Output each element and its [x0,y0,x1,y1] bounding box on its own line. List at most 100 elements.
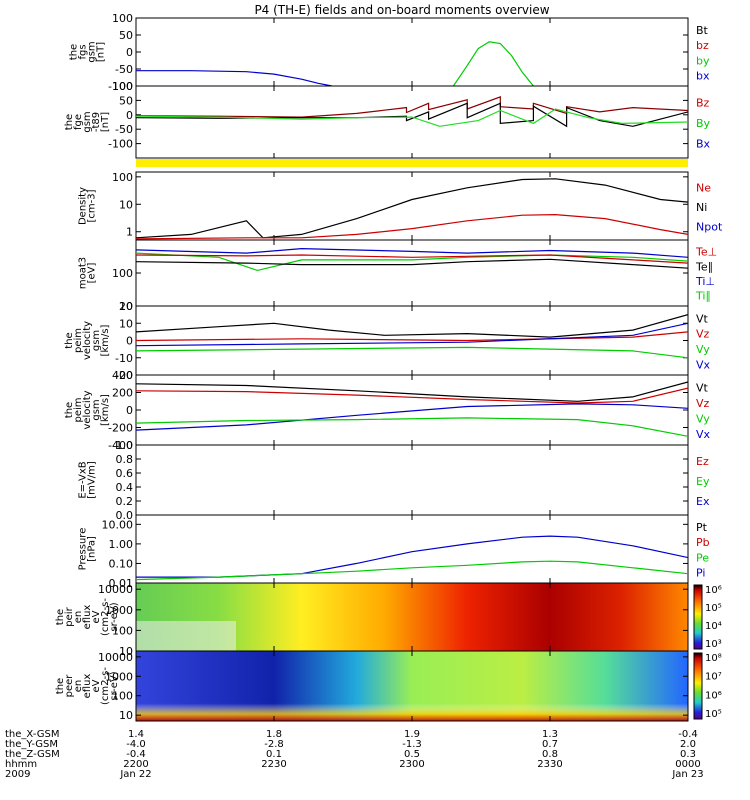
y-axis-label-line: [mV/m] [87,461,98,499]
y-tick-label: 1.00 [109,538,134,551]
series-Vz [136,331,688,342]
colorbar-label: 10⁴ [705,621,722,632]
y-tick-label: 100 [112,80,133,93]
y-tick-label: -20 [115,369,133,382]
panel-frame [135,239,689,307]
y-axis-label: Density[cm-3] [78,187,98,225]
colorbar-label: 10⁶ [705,585,722,596]
y-tick-label: 0.01 [109,577,134,590]
series-Ni [136,178,688,239]
legend-Ti⊥: Ti⊥ [695,275,715,288]
y-tick-label: 0.6 [116,467,134,480]
legend-Vz: Vz [696,328,710,341]
ephemeris-value: 2300 [399,759,424,770]
panel-frame [135,17,689,87]
colorbar-label: 10⁷ [705,672,722,683]
spectrogram-ion-gap [136,621,236,651]
legend-Ti∥: Ti∥ [695,290,711,303]
y-axis-label-line: moat3 [78,257,89,289]
y-axis-label-line: eV [91,610,102,623]
y-tick-label: 0 [126,109,133,122]
series-Vy [136,417,688,437]
ephemeris-value: -4.0 [126,739,146,750]
y-axis-label-line: (cm2-s- [100,667,111,705]
y-tick-label: 50 [119,94,133,107]
legend-Pt: Pt [696,521,708,534]
y-axis-label-line: en [73,611,84,624]
y-axis-label-line: -t89 [91,112,102,132]
y-tick-label: 100 [112,267,133,280]
legend-Bz: Bz [696,96,710,109]
legend-Vx: Vx [696,428,711,441]
ephemeris-value: 2230 [261,759,286,770]
y-axis-label: moat3[eV] [78,257,98,289]
y-axis-label-line: the [64,332,75,348]
y-tick-label: 0 [126,335,133,348]
y-axis-label-line: [nT] [96,42,107,62]
y-axis-label-line: the [55,609,66,625]
y-axis-label-line: fge [73,114,84,130]
legend-Vx: Vx [696,358,711,371]
y-axis-label-line: [eV] [87,263,98,284]
ephemeris-row-label: the_Z-GSM [5,749,60,760]
y-tick-label: 1.0 [116,439,134,452]
y-tick-label: -10 [115,352,133,365]
legend-bz: bz [696,39,709,52]
y-axis-label-line: [nT] [100,112,111,132]
ephemeris-value: 0.3 [680,749,696,760]
legend-By: By [696,117,711,130]
series-Vt [136,381,688,402]
legend-bx: bx [696,69,710,82]
ephemeris-value: 0.5 [404,749,420,760]
y-axis-label-line: [cm-3] [87,189,98,222]
y-tick-label: 1000 [105,670,133,683]
y-axis-label-line: the [69,44,80,60]
ephemeris-value: 1.4 [128,729,144,740]
y-tick-label: 0.2 [116,495,134,508]
legend-Vt: Vt [696,312,709,325]
y-axis-label-line: sr-eV) [109,602,120,631]
legend-Pe: Pe [696,551,709,564]
legend-Ez: Ez [696,455,709,468]
y-tick-label: 10 [119,645,133,658]
y-tick-label: 100 [112,624,133,637]
y-axis-label-line: fgs [78,44,89,59]
y-tick-label: 100 [112,12,133,25]
series-Vx [136,403,688,431]
series-Vx [136,322,688,347]
y-tick-label: 0.10 [109,557,134,570]
series-by [452,41,534,86]
y-tick-label: -100 [108,138,133,151]
series-Pe [136,560,688,581]
legend-Te⊥: Te⊥ [695,246,717,259]
panel-density: 100 10 1 Density[cm-3] Ne Ni Npot [78,171,723,241]
panel-efield: 1.00.80.60.40.20.0 E=-VxB[mV/m] Ez Ey Ex [78,439,710,522]
y-axis-label-line: peir [64,606,75,626]
y-tick-label: 0 [126,404,133,417]
series-Te⊥ [136,254,688,264]
legend-Bt: Bt [696,24,709,37]
y-axis-label-line: peim [73,328,84,353]
legend-Vz: Vz [696,397,710,410]
series-Bt [136,102,688,128]
ephemeris-value: 1.3 [542,729,558,740]
ephemeris-value: -0.4 [126,749,146,760]
ephemeris-value: 0000 [675,759,700,770]
y-axis-label-line: sr-eV) [109,671,120,700]
y-tick-label: 0 [126,46,133,59]
series-Bz [136,96,688,118]
y-axis-label-line: Pressure [78,528,89,571]
panel-spec_e: 10000 1000 100 10 thepeerenefluxeV(cm2-s-sr-… [55,650,722,722]
panel-pressure: 10.00 1.00 0.10 0.01 Pressure[nPa] Pt Pb Pe Pi [78,514,710,590]
y-axis-label-line: velocity [82,321,93,360]
colorbar [693,584,703,650]
legend-Pb: Pb [696,536,710,549]
y-tick-label: 1000 [105,604,133,617]
panel-temperature: 100 10 moat3[eV] Te⊥Te∥ Ti⊥ Ti∥ [78,239,717,313]
ephemeris-value: 0.1 [266,749,282,760]
